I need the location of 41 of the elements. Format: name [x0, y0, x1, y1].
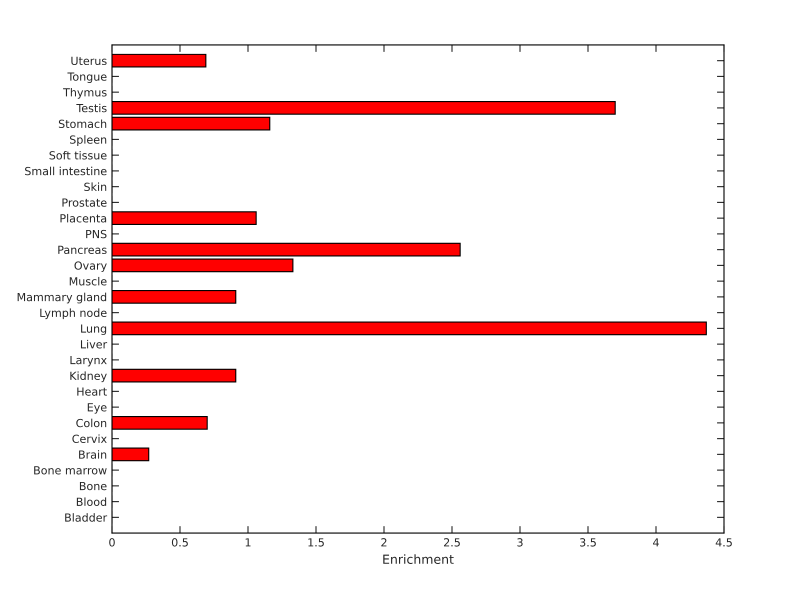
- y-tick-label: Larynx: [70, 356, 107, 366]
- y-tick-label: Stomach: [58, 119, 106, 128]
- y-tick-label: Tongue: [67, 72, 107, 83]
- y-tick-label: Colon: [76, 418, 106, 428]
- y-tick-label: Eye: [88, 403, 107, 414]
- y-tick-label: Prostate: [62, 198, 107, 207]
- y-tick-label: Bone marrow: [34, 466, 107, 474]
- y-tick-label: Muscle: [70, 276, 107, 286]
- y-tick-label: Skin: [84, 182, 106, 192]
- y-tick-label: Small intestine: [25, 166, 107, 176]
- y-tick-label: Cervix: [72, 434, 107, 443]
- y-tick-label: Bone: [80, 482, 107, 490]
- y-tick-label: Thymus: [63, 88, 107, 99]
- y-tick-label: Lymph node: [40, 308, 107, 320]
- y-tick-label: PNS: [86, 230, 107, 238]
- x-tick-label: 3.5: [580, 538, 596, 547]
- y-tick-label: Pancreas: [58, 246, 107, 254]
- x-tick-label: 4.5: [716, 538, 732, 547]
- y-tick-label: Uterus: [71, 56, 107, 66]
- y-tick-label: Placenta: [60, 214, 106, 223]
- x-axis-title: Enrichment: [383, 554, 454, 564]
- x-tick-label: 4: [653, 538, 659, 546]
- y-tick-label: Heart: [77, 388, 107, 396]
- x-tick-label: 0.5: [172, 538, 188, 547]
- x-tick-label: 2: [381, 538, 386, 546]
- y-tick-label: Kidney: [70, 371, 107, 382]
- y-tick-label: Soft tissue: [50, 150, 107, 160]
- x-tick-label: 3: [517, 538, 523, 547]
- y-tick-label: Spleen: [70, 135, 106, 146]
- y-tick-label: Ovary: [74, 261, 107, 272]
- x-tick-label: 0: [109, 538, 115, 547]
- y-tick-label: Brain: [79, 450, 106, 459]
- x-tick-label: 2.5: [444, 538, 460, 547]
- y-tick-label: Liver: [80, 340, 108, 349]
- y-tick-label: Testis: [76, 104, 107, 112]
- x-tick-label: 1.5: [308, 538, 324, 547]
- y-tick-label: Lung: [81, 324, 106, 335]
- x-tick-label: 1: [246, 538, 251, 546]
- y-tick-label: Mammary gland: [18, 292, 106, 304]
- y-tick-label: Blood: [76, 497, 106, 506]
- y-tick-label: Bladder: [65, 513, 108, 522]
